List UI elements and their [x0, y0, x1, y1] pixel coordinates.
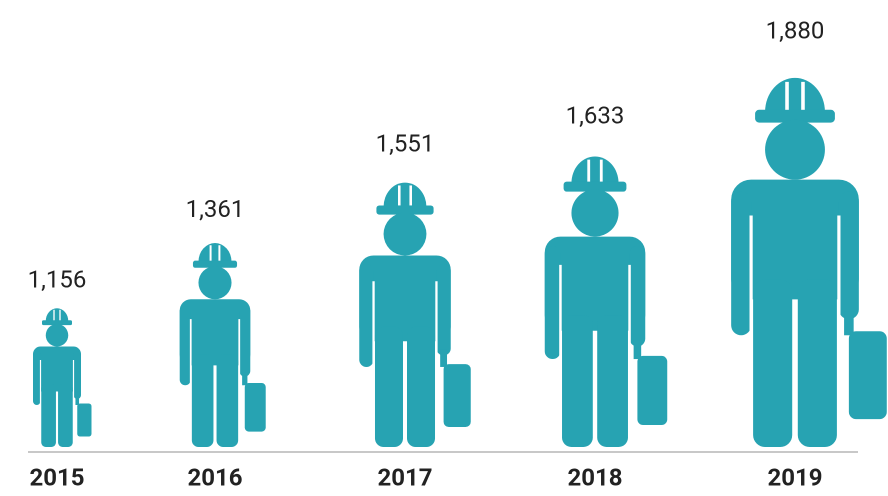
value-label: 1,156: [28, 265, 87, 293]
icon-part: [571, 156, 619, 184]
icon-part: [192, 260, 238, 268]
value-label: 1,633: [566, 101, 625, 129]
icon-part: [33, 346, 81, 392]
icon-part: [216, 354, 239, 447]
x-tick-label: 2019: [767, 463, 822, 491]
icon-part: [359, 255, 451, 342]
icon-part: [41, 384, 56, 447]
icon-part: [731, 179, 859, 300]
x-tick-label: 2016: [187, 463, 242, 491]
icon-part: [571, 189, 619, 237]
icon-part: [42, 320, 72, 326]
icon-part: [597, 315, 628, 447]
icon-part: [848, 331, 887, 420]
icon-part: [77, 403, 92, 437]
icon-part: [844, 311, 854, 336]
icon-part: [753, 279, 793, 447]
worker-icon: [33, 308, 92, 447]
icon-part: [58, 384, 73, 447]
icon-part: [198, 243, 232, 262]
icon-part: [239, 305, 251, 377]
icon-part: [242, 372, 248, 386]
icon-part: [45, 308, 69, 322]
icon-part: [73, 351, 81, 400]
icon-part: [731, 191, 752, 336]
value-label: 1,361: [186, 195, 245, 223]
worker-icon: [359, 182, 471, 447]
worker-icon: [179, 243, 266, 447]
icon-part: [179, 299, 251, 366]
icon-part: [436, 264, 451, 356]
icon-part: [629, 245, 646, 347]
icon-part: [765, 77, 825, 112]
icon-part: [407, 326, 436, 447]
icon-part: [443, 364, 471, 427]
icon-part: [374, 326, 403, 447]
icon-part: [376, 205, 434, 215]
icon-part: [191, 354, 214, 447]
icon-part: [544, 245, 561, 360]
worker-icon: [544, 156, 668, 447]
icon-part: [244, 383, 266, 432]
icon-part: [75, 396, 80, 406]
icon-part: [563, 181, 627, 192]
value-label: 1,880: [766, 16, 825, 44]
icon-part: [633, 340, 642, 360]
icon-part: [440, 349, 448, 367]
icon-part: [838, 191, 859, 320]
icon-part: [33, 351, 41, 406]
icon-part: [544, 236, 646, 331]
icon-part: [797, 279, 837, 447]
x-tick-label: 2018: [567, 463, 622, 491]
x-tick-label: 2017: [377, 463, 432, 491]
icon-part: [179, 305, 191, 386]
icon-part: [765, 119, 825, 180]
icon-part: [383, 212, 427, 256]
x-tick-label: 2015: [29, 463, 84, 491]
icon-part: [637, 355, 668, 426]
icon-part: [359, 264, 374, 367]
icon-part: [562, 315, 593, 447]
icon-part: [45, 324, 69, 347]
worker-icon: [731, 77, 887, 447]
icon-part: [198, 266, 232, 300]
icon-part: [755, 109, 835, 123]
icon-part: [383, 182, 427, 207]
value-label: 1,551: [376, 129, 435, 157]
